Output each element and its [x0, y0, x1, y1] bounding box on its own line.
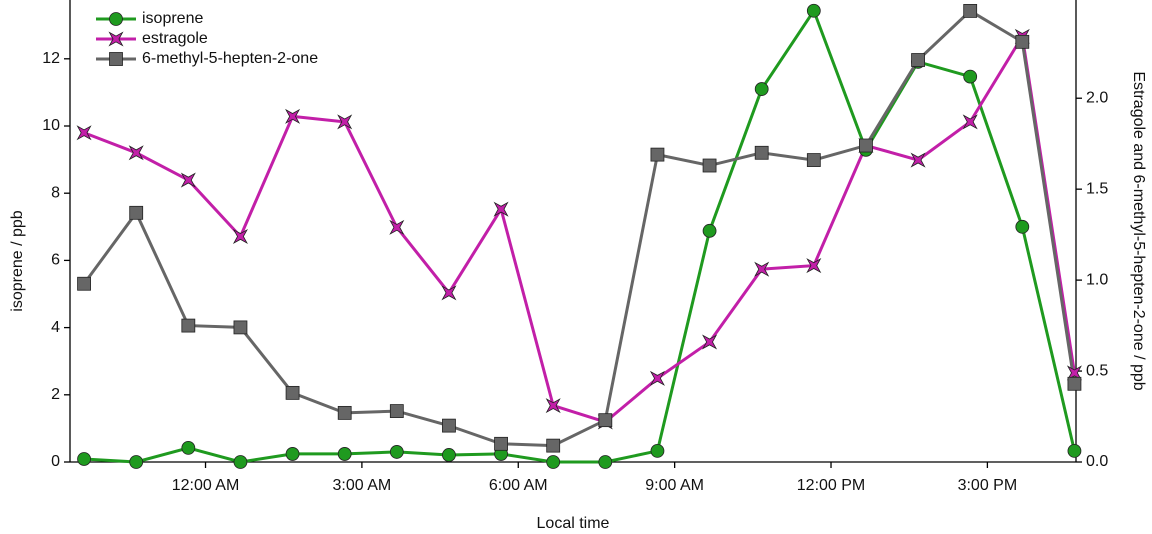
data-point	[910, 152, 926, 168]
x-tick-label: 9:00 AM	[645, 477, 704, 494]
data-point	[806, 258, 822, 274]
y-tick-label: 8	[51, 184, 60, 201]
legend-marker	[109, 12, 123, 26]
data-point	[181, 318, 196, 333]
y2-tick-label: 1.5	[1086, 180, 1108, 197]
data-point	[233, 320, 248, 335]
data-point	[650, 444, 665, 458]
data-point	[494, 436, 508, 451]
data-point	[702, 223, 717, 238]
data-point	[806, 3, 821, 18]
data-point	[181, 440, 196, 455]
x-tick-label: 12:00 PM	[797, 477, 865, 494]
data-point	[129, 205, 144, 220]
data-point	[754, 145, 769, 160]
data-point	[650, 147, 665, 162]
x-tick-label: 3:00 AM	[333, 477, 392, 494]
data-point	[389, 219, 405, 235]
data-point	[546, 455, 561, 469]
data-point	[1015, 219, 1030, 234]
y2-tick-label: 1.0	[1086, 271, 1108, 288]
data-point	[1067, 376, 1082, 391]
legend-marker	[109, 52, 123, 66]
data-point	[337, 405, 352, 420]
data-point	[337, 447, 352, 461]
data-point	[963, 69, 978, 84]
x-tick-label: 12:00 AM	[172, 477, 240, 494]
data-point	[545, 398, 561, 414]
data-point	[598, 413, 613, 428]
series-line	[83, 32, 1076, 424]
data-point	[754, 82, 769, 96]
data-point	[702, 334, 718, 350]
data-point	[285, 447, 300, 461]
data-point	[233, 455, 248, 469]
data-point	[128, 145, 144, 161]
data-point	[232, 228, 248, 244]
x-axis-label: Local time	[537, 515, 610, 532]
legend-label: isoprene	[142, 10, 203, 27]
y-tick-label: 12	[42, 50, 60, 67]
legend-label: 6-methyl-5-hepten-2-one	[142, 50, 318, 67]
y2-tick-label: 0.0	[1086, 453, 1108, 470]
y-tick-label: 2	[51, 386, 60, 403]
y2-tick-label: 2.0	[1086, 89, 1108, 106]
y2-axis-label: Estragole and 6-methyl-5-hepten-2-one / …	[1130, 71, 1147, 390]
data-point	[77, 452, 91, 466]
data-point	[285, 108, 301, 124]
data-point	[76, 125, 92, 141]
legend-marker	[108, 31, 124, 47]
y-tick-label: 10	[42, 117, 60, 134]
x-tick-label: 6:00 AM	[489, 477, 548, 494]
data-point	[1015, 34, 1030, 49]
data-point	[442, 418, 456, 433]
data-point	[546, 438, 561, 453]
data-point	[129, 455, 144, 469]
y2-tick-label: 0.5	[1086, 362, 1108, 379]
data-point	[649, 370, 665, 386]
data-point	[441, 285, 457, 301]
data-point	[493, 201, 509, 217]
data-point	[702, 158, 717, 173]
data-point	[859, 138, 873, 153]
y-tick-label: 6	[51, 252, 60, 269]
y-axis-label: isoprene / ppb	[9, 210, 26, 312]
data-point	[1067, 444, 1082, 458]
data-point	[389, 404, 404, 418]
legend-label: estragole	[142, 30, 208, 47]
data-point	[337, 114, 353, 130]
series-line	[83, 7, 1076, 464]
data-point	[962, 114, 978, 130]
data-point	[180, 172, 196, 188]
series-line	[82, 9, 1076, 448]
x-tick-label: 3:00 PM	[958, 477, 1018, 494]
data-point	[389, 445, 404, 459]
data-point	[442, 448, 456, 462]
data-point	[754, 261, 770, 277]
data-point	[806, 153, 821, 167]
data-point	[598, 455, 613, 469]
data-point	[963, 4, 978, 18]
y-tick-label: 0	[51, 453, 60, 470]
data-point	[77, 276, 91, 291]
y-tick-label: 4	[51, 319, 60, 336]
data-point	[285, 385, 300, 400]
data-point	[911, 53, 925, 67]
